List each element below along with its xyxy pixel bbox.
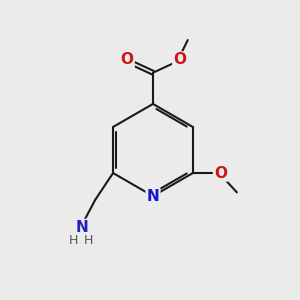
Text: H: H [69, 234, 78, 247]
Text: O: O [214, 166, 227, 181]
Text: O: O [173, 52, 186, 68]
Text: N: N [147, 189, 159, 204]
Text: H: H [84, 234, 93, 247]
Text: N: N [76, 220, 88, 235]
Text: O: O [121, 52, 134, 68]
